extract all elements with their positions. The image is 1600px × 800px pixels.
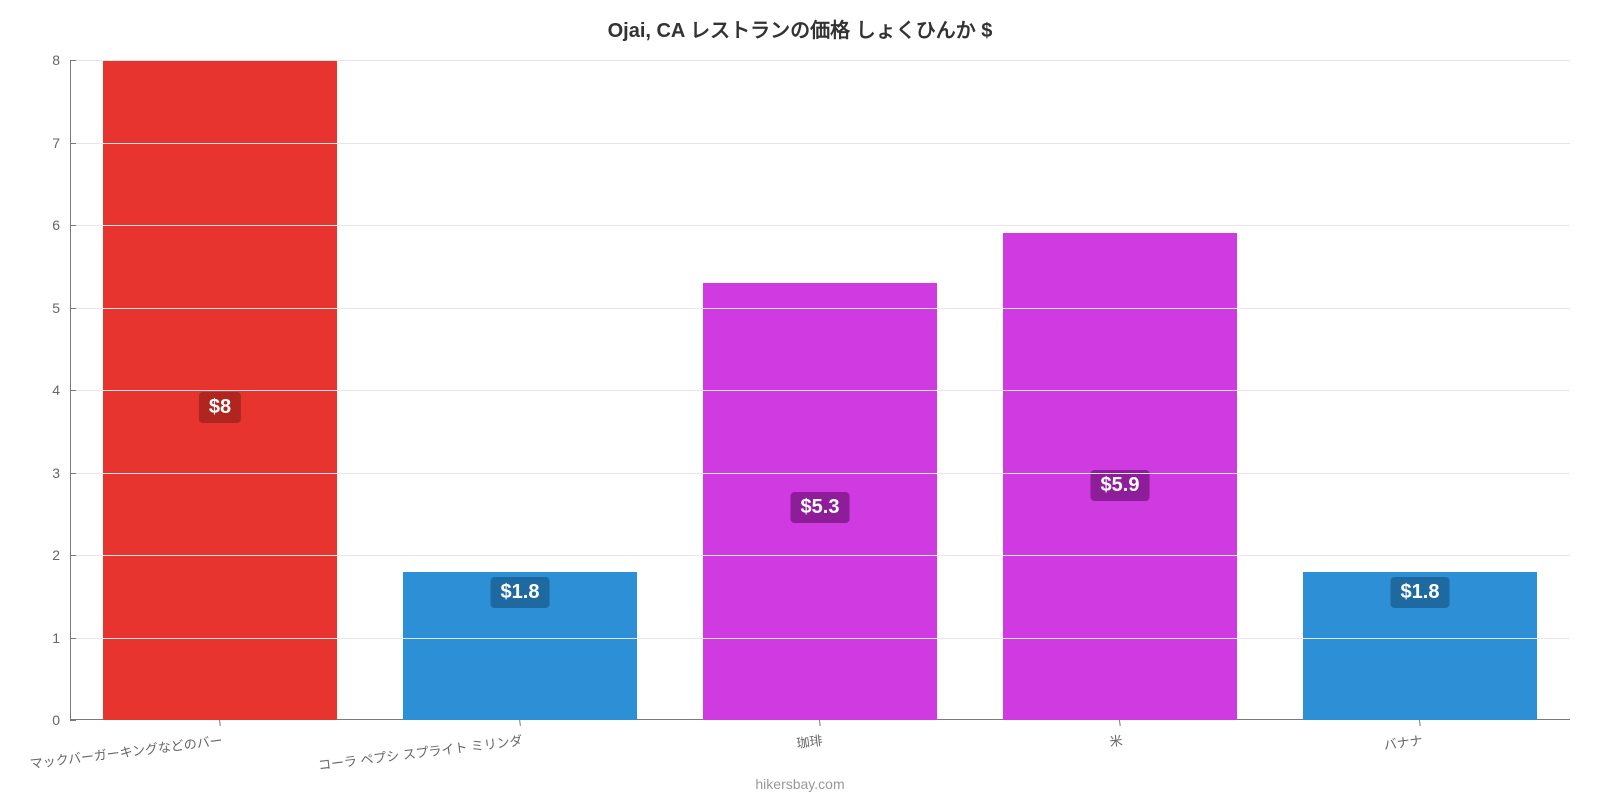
y-tick-label: 6 xyxy=(52,217,70,233)
gridline xyxy=(70,143,1570,144)
y-tick-label: 7 xyxy=(52,135,70,151)
gridline xyxy=(70,555,1570,556)
bar: $1.8 xyxy=(403,572,637,721)
y-tick-label: 8 xyxy=(52,52,70,68)
bar-value-badge: $8 xyxy=(199,392,241,423)
gridline xyxy=(70,60,1570,61)
bar: $5.9 xyxy=(1003,233,1237,720)
gridline xyxy=(70,473,1570,474)
y-tick-label: 1 xyxy=(52,630,70,646)
y-tick-label: 0 xyxy=(52,712,70,728)
y-tick-label: 2 xyxy=(52,547,70,563)
plot-area: $8$1.8$5.3$5.9$1.8 012345678マックバーガーキングなど… xyxy=(70,60,1570,720)
x-tick-label: バナナ xyxy=(1381,720,1423,754)
x-tick-label: 珈琲 xyxy=(794,720,823,752)
bar-value-badge: $1.8 xyxy=(491,577,550,608)
source-label: hikersbay.com xyxy=(0,776,1600,792)
bar-value-badge: $5.3 xyxy=(791,492,850,523)
gridline xyxy=(70,390,1570,391)
bar-value-badge: $1.8 xyxy=(1391,577,1450,608)
y-tick-label: 3 xyxy=(52,465,70,481)
gridline xyxy=(70,225,1570,226)
x-tick-label: コーラ ペプシ スプライト ミリンダ xyxy=(316,720,524,774)
x-tick-label: 米 xyxy=(1107,720,1123,750)
bar-value-badge: $5.9 xyxy=(1091,470,1150,501)
gridline xyxy=(70,308,1570,309)
bar: $1.8 xyxy=(1303,572,1537,721)
bar: $5.3 xyxy=(703,283,937,720)
chart-title: Ojai, CA レストランの価格 しょくひんか $ xyxy=(0,14,1600,43)
gridline xyxy=(70,638,1570,639)
y-tick-label: 5 xyxy=(52,300,70,316)
y-tick-label: 4 xyxy=(52,382,70,398)
price-bar-chart: Ojai, CA レストランの価格 しょくひんか $ $8 $1.8 $5.3 $5.… xyxy=(0,0,1600,800)
